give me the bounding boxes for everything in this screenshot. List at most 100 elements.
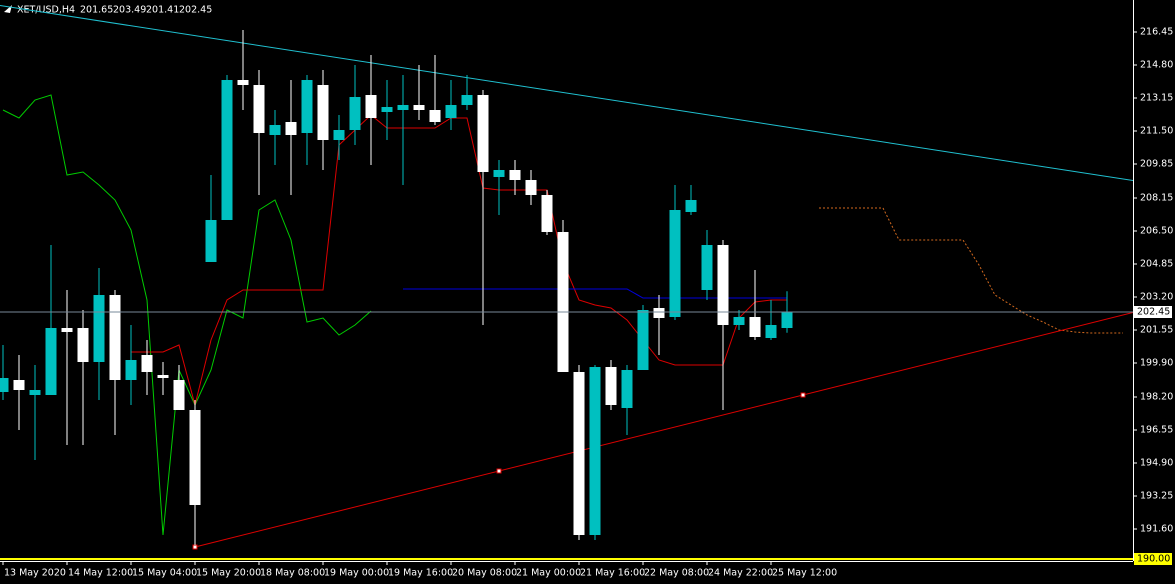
candle-body <box>61 328 73 332</box>
candle-body <box>413 105 425 110</box>
trendline-anchor <box>192 544 198 550</box>
candle-body <box>141 355 153 372</box>
candle-body <box>701 245 713 290</box>
y-tick-label: 194.90 <box>1140 458 1173 469</box>
candle-body <box>381 107 393 112</box>
candle-body <box>109 295 121 380</box>
candle-body <box>285 122 297 135</box>
candle-body <box>637 310 649 370</box>
candle-body <box>77 328 89 362</box>
price-label: 202.45 <box>1137 307 1170 318</box>
x-tick-label: 22 May 08:00 <box>644 568 709 579</box>
y-tick-label: 204.85 <box>1140 259 1173 270</box>
candle-body <box>397 105 409 110</box>
plot-area <box>0 5 1133 550</box>
price-label-box <box>1134 306 1172 318</box>
chart-title: XET/USD,H4 <box>17 5 75 16</box>
candle-body <box>509 170 521 180</box>
candle-body <box>205 220 217 262</box>
x-tick-label: 21 May 16:00 <box>580 568 645 579</box>
y-tick-label: 199.90 <box>1140 358 1173 369</box>
candle-body <box>445 105 457 118</box>
candle-body <box>557 232 569 372</box>
candle-body <box>237 80 249 85</box>
y-tick-label: 214.80 <box>1140 60 1173 71</box>
x-tick-label: 15 May 04:00 <box>132 568 197 579</box>
candle-body <box>685 200 697 212</box>
alert-label: 190.00 <box>1137 554 1170 565</box>
indicator-line <box>2 94 372 536</box>
x-tick-label: 21 May 00:00 <box>516 568 581 579</box>
candle-body <box>349 97 361 130</box>
x-tick-label: 20 May 08:00 <box>452 568 517 579</box>
candle-body <box>765 325 777 338</box>
candle-body <box>13 380 25 390</box>
x-tick-label: 19 May 16:00 <box>388 568 453 579</box>
trendline <box>0 5 1133 182</box>
candle-body <box>573 372 585 535</box>
x-tick-label: 14 May 12:00 <box>68 568 133 579</box>
candle-body <box>541 195 553 232</box>
y-tick-label: 196.55 <box>1140 425 1173 436</box>
candle-body <box>301 80 313 133</box>
header-high: 203.49 <box>113 5 146 16</box>
alert-label-box <box>1134 553 1172 565</box>
trendline-anchor <box>800 392 806 398</box>
x-tick-label: 18 May 08:00 <box>260 568 325 579</box>
candle-body <box>477 95 489 172</box>
y-tick-label: 203.20 <box>1140 292 1173 303</box>
candle-body <box>429 110 441 122</box>
candle-body <box>93 295 105 362</box>
y-tick-label: 198.20 <box>1140 392 1173 403</box>
candle-body <box>0 378 9 392</box>
indicator-line <box>131 114 787 406</box>
x-tick-label: 13 May 2020 <box>4 568 66 579</box>
header-open: 201.65 <box>80 5 113 16</box>
candle-body <box>653 308 665 318</box>
candle-body <box>493 170 505 177</box>
candle-body <box>669 210 681 317</box>
candle-body <box>125 360 137 380</box>
indicator-line <box>819 207 1123 334</box>
header-low: 201.41 <box>146 5 179 16</box>
x-tick-label: 15 May 20:00 <box>196 568 261 579</box>
candle-body <box>317 85 329 140</box>
y-tick-label: 193.25 <box>1140 491 1173 502</box>
candle-body <box>269 125 281 135</box>
candle-body <box>333 130 345 140</box>
y-tick-label: 206.50 <box>1140 226 1173 237</box>
candle-body <box>173 380 185 410</box>
y-tick-label: 201.55 <box>1140 325 1173 336</box>
trendline-handle <box>496 468 502 474</box>
x-tick-label: 19 May 00:00 <box>324 568 389 579</box>
candle-body <box>221 80 233 220</box>
header-close: 202.45 <box>179 5 212 16</box>
candle-body <box>365 95 377 118</box>
x-tick-label: 24 May 22:00 <box>708 568 773 579</box>
candle-body <box>189 410 201 505</box>
candle-body <box>29 390 41 395</box>
candle-body <box>253 85 265 133</box>
x-tick-label: 25 May 12:00 <box>772 568 837 579</box>
y-tick-label: 211.50 <box>1140 126 1173 137</box>
candle-body <box>157 375 169 378</box>
trendline <box>194 312 1133 548</box>
candle-body <box>749 317 761 337</box>
candle-body <box>781 312 793 328</box>
y-tick-label: 208.15 <box>1140 193 1173 204</box>
candle-body <box>621 370 633 408</box>
candle-body <box>461 95 473 105</box>
y-tick-label: 209.85 <box>1140 159 1173 170</box>
candle-body <box>589 367 601 535</box>
candle-body <box>733 317 745 325</box>
y-tick-label: 191.60 <box>1140 524 1173 535</box>
candle-body <box>525 180 537 195</box>
candle-body <box>717 245 729 325</box>
y-tick-label: 216.45 <box>1140 27 1173 38</box>
candle-body <box>45 328 57 395</box>
candle-body <box>605 367 617 405</box>
y-tick-label: 213.15 <box>1140 93 1173 104</box>
